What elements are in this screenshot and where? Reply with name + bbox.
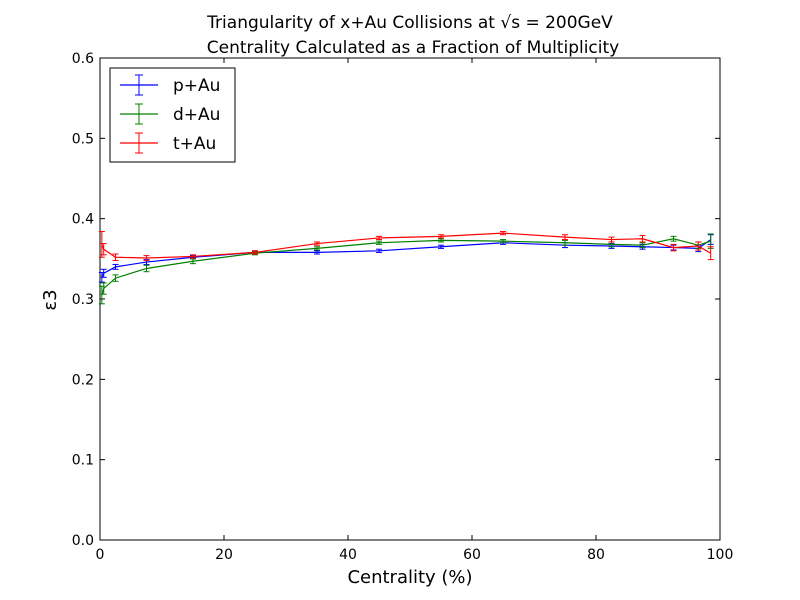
error-bar xyxy=(500,231,506,236)
y-tick-label: 0.4 xyxy=(72,212,94,228)
error-bar xyxy=(314,250,320,255)
error-bar xyxy=(98,231,105,258)
error-bar xyxy=(112,263,119,270)
legend-entry-d+Au: d+Au xyxy=(120,103,220,125)
x-axis-label: Centrality (%) xyxy=(347,567,472,588)
series-t+Au xyxy=(98,231,714,261)
x-tick-label: 0 xyxy=(96,547,105,563)
chart-title-line2: Centrality Calculated as a Fraction of M… xyxy=(207,38,619,58)
series-line xyxy=(101,232,712,259)
y-tick-label: 0.0 xyxy=(72,533,94,549)
error-bar xyxy=(376,240,382,245)
legend-label: d+Au xyxy=(173,105,220,125)
error-bar xyxy=(376,235,382,241)
error-bar xyxy=(143,255,150,261)
y-tick-label: 0.5 xyxy=(72,131,94,147)
error-bar xyxy=(608,236,615,243)
error-bar xyxy=(314,246,320,251)
error-bar xyxy=(670,235,677,242)
x-tick-label: 60 xyxy=(463,547,481,563)
legend-entry-t+Au: t+Au xyxy=(120,132,216,154)
error-bar xyxy=(500,239,506,244)
series-line xyxy=(101,239,712,278)
error-bar xyxy=(112,253,119,261)
y-axis-label: ε3 xyxy=(40,289,61,310)
x-axis: 0 20 40 60 80 100 xyxy=(96,58,734,563)
error-bar xyxy=(314,241,320,246)
x-tick-label: 100 xyxy=(707,547,734,563)
x-tick-label: 40 xyxy=(339,547,357,563)
error-bar xyxy=(639,235,646,243)
y-axis: 0.0 0.1 0.2 0.3 0.4 0.5 0.6 xyxy=(72,51,720,549)
legend-box xyxy=(109,67,236,163)
x-tick-label: 20 xyxy=(215,547,233,563)
error-bar xyxy=(190,254,196,259)
y-tick-label: 0.2 xyxy=(72,372,94,388)
error-bar xyxy=(112,274,119,282)
y-tick-label: 0.6 xyxy=(72,51,94,67)
error-bar xyxy=(670,243,677,252)
series-line xyxy=(101,238,711,296)
error-bar xyxy=(438,244,444,249)
error-bar xyxy=(100,243,107,256)
error-bar xyxy=(143,264,150,273)
error-bar xyxy=(639,242,646,249)
error-bar xyxy=(562,234,568,241)
error-bar xyxy=(376,248,382,253)
x-tick-label: 80 xyxy=(587,547,605,563)
series-layer xyxy=(98,231,714,305)
error-bar xyxy=(562,239,568,246)
chart-title-line1: Triangularity of x+Au Collisions at √s =… xyxy=(206,13,613,33)
legend-label: p+Au xyxy=(173,76,220,96)
error-bar xyxy=(438,238,444,243)
error-bar xyxy=(252,250,258,255)
error-bar xyxy=(438,234,444,239)
error-bar xyxy=(190,258,196,265)
error-bar xyxy=(100,282,107,295)
error-bar xyxy=(695,241,702,251)
y-tick-label: 0.3 xyxy=(72,292,94,308)
error-bar xyxy=(100,268,107,278)
legend-label: t+Au xyxy=(173,134,216,154)
legend-entry-p+Au: p+Au xyxy=(120,74,220,96)
legend: p+Au d+Au t+Au xyxy=(109,67,236,163)
error-bar xyxy=(707,246,714,261)
y-tick-label: 0.1 xyxy=(72,453,94,469)
